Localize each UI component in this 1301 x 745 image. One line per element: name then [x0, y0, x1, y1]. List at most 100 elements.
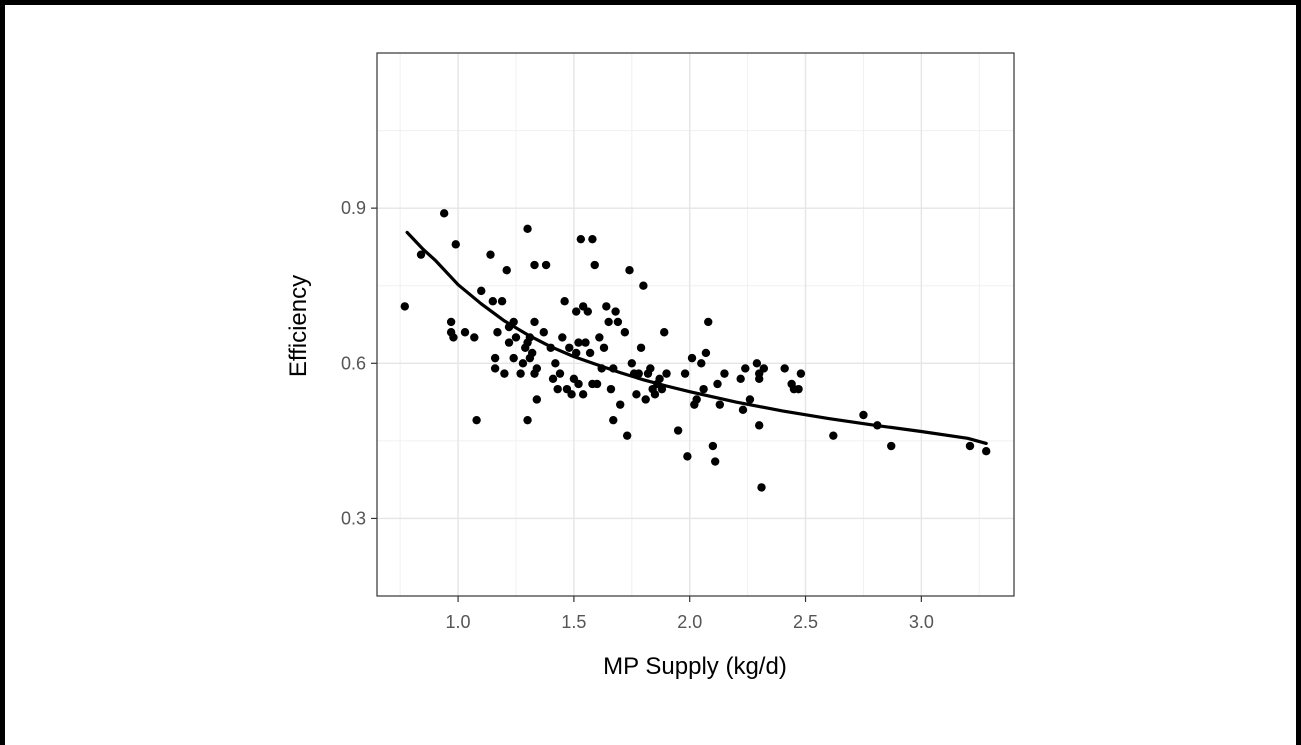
- data-point: [759, 364, 769, 373]
- data-point: [509, 353, 518, 363]
- data-point: [416, 250, 426, 259]
- data-point: [745, 395, 755, 404]
- data-point: [574, 338, 583, 347]
- data-point: [704, 317, 713, 327]
- fit-line: [405, 230, 988, 445]
- data-point: [715, 400, 725, 409]
- data-point: [636, 343, 646, 352]
- data-point: [713, 379, 722, 389]
- data-point: [609, 415, 618, 425]
- data-point: [662, 369, 671, 378]
- data-point: [757, 483, 766, 492]
- data-point: [565, 343, 574, 352]
- y-axis-title: Efficiency: [285, 275, 312, 377]
- data-point: [486, 250, 495, 259]
- x-tick-label: 2.5: [793, 612, 818, 632]
- data-point: [553, 384, 562, 394]
- data-point: [829, 431, 838, 440]
- data-point: [683, 452, 692, 461]
- data-point: [595, 333, 604, 342]
- data-point: [794, 384, 803, 394]
- data-point: [497, 297, 507, 306]
- data-point: [646, 364, 655, 373]
- data-point: [616, 400, 625, 409]
- x-axis-title: MP Supply (kg/d): [603, 653, 787, 680]
- data-point: [738, 405, 748, 415]
- data-point: [673, 426, 683, 435]
- data-point: [590, 260, 599, 270]
- data-point: [622, 431, 632, 440]
- data-point: [982, 447, 991, 456]
- data-point: [518, 359, 528, 368]
- data-point: [576, 234, 586, 244]
- x-tick-label: 2.0: [677, 612, 702, 632]
- data-point: [530, 317, 539, 327]
- data-point: [736, 374, 745, 383]
- y-tick-label: 0.9: [341, 198, 366, 218]
- data-point: [611, 307, 620, 316]
- data-point: [613, 317, 623, 327]
- data-point: [599, 343, 609, 352]
- data-point: [400, 302, 409, 311]
- data-point: [625, 266, 634, 275]
- data-point: [578, 390, 588, 399]
- data-point: [490, 353, 500, 363]
- data-point: [502, 266, 511, 275]
- data-point: [548, 374, 558, 383]
- y-tick-label: 0.6: [341, 353, 366, 373]
- data-point: [627, 359, 636, 368]
- data-point: [655, 374, 664, 383]
- data-point: [523, 415, 532, 425]
- data-point: [680, 369, 690, 378]
- data-points: [400, 209, 991, 492]
- data-point: [632, 390, 641, 399]
- data-point: [701, 348, 711, 358]
- data-point: [650, 390, 660, 399]
- grid-minor: [377, 53, 1014, 596]
- data-point: [585, 348, 595, 358]
- data-point: [720, 369, 729, 378]
- data-point: [493, 328, 502, 337]
- data-point: [660, 328, 669, 337]
- data-point: [752, 359, 762, 368]
- data-point: [532, 364, 542, 373]
- data-point: [451, 240, 460, 249]
- data-point: [965, 441, 975, 451]
- data-point: [620, 328, 630, 337]
- data-point: [859, 410, 868, 420]
- x-tick-label: 1.5: [561, 612, 586, 632]
- data-point: [477, 286, 486, 296]
- y-axis-ticks: 0.3 0.6 0.9: [341, 198, 377, 528]
- data-point: [755, 421, 764, 430]
- data-point: [551, 359, 560, 368]
- data-point: [741, 364, 750, 373]
- data-point: [470, 333, 479, 342]
- data-point: [567, 390, 576, 399]
- data-point: [697, 359, 706, 368]
- data-point: [641, 395, 650, 404]
- data-point: [527, 348, 537, 358]
- data-point: [572, 307, 581, 316]
- data-point: [639, 281, 648, 290]
- data-point: [592, 379, 602, 389]
- data-point: [780, 364, 789, 373]
- data-point: [581, 338, 590, 347]
- data-point: [604, 317, 613, 327]
- data-point: [574, 379, 583, 389]
- data-point: [657, 384, 667, 394]
- data-point: [710, 457, 720, 466]
- panel-border: [376, 52, 1015, 597]
- data-point: [796, 369, 806, 378]
- data-point: [887, 441, 896, 451]
- data-point: [488, 297, 498, 306]
- data-point: [460, 328, 470, 337]
- y-tick-label: 0.3: [341, 508, 366, 528]
- data-point: [490, 364, 500, 373]
- data-point: [687, 353, 697, 363]
- data-point: [504, 338, 514, 347]
- data-point: [699, 384, 708, 394]
- data-point: [539, 328, 548, 337]
- data-point: [558, 333, 567, 342]
- data-point: [530, 260, 539, 270]
